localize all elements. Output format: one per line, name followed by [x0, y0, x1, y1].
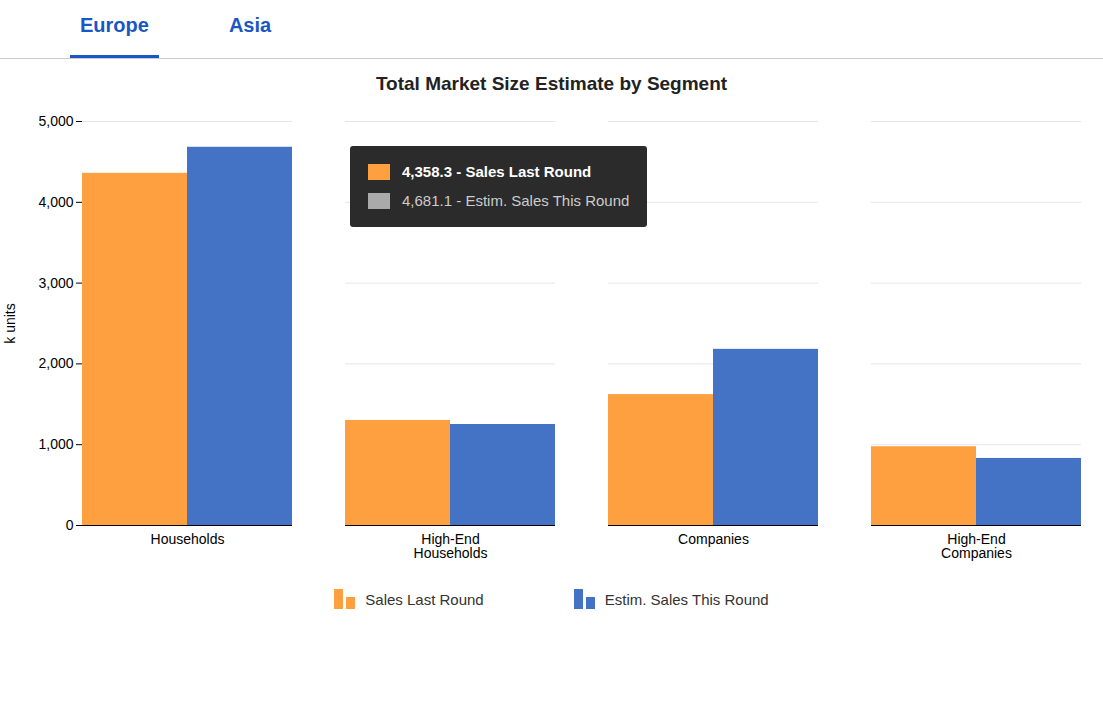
svg-text:High-EndCompanies: High-EndCompanies [941, 531, 1012, 561]
html-text:Europe: Europe [80, 14, 149, 36]
svg-text:5,000: 5,000 [38, 113, 73, 129]
svg-text:1,000: 1,000 [38, 436, 73, 452]
svg-text:2,000: 2,000 [38, 355, 73, 371]
svg-text:High-EndHouseholds: High-EndHouseholds [414, 531, 488, 561]
html-text:Estim. Sales This Round: Estim. Sales This Round [604, 590, 769, 608]
svg-text:k units: k units [2, 303, 18, 343]
svg-text:4,000: 4,000 [38, 194, 73, 210]
svg-text:3,000: 3,000 [38, 275, 73, 291]
svg-text:0: 0 [66, 517, 74, 533]
html-text:Sales Last Round: Sales Last Round [365, 590, 484, 608]
html-text:Asia: Asia [228, 14, 272, 36]
html-text:4,681.1 - Estim. Sales This Ro: 4,681.1 - Estim. Sales This Round [402, 191, 630, 209]
svg-text:Companies: Companies [678, 531, 749, 547]
html-text:Total Market Size Estimate by: Total Market Size Estimate by Segment [375, 73, 728, 94]
svg-text:Households: Households [151, 531, 225, 547]
html-text:4,358.3 - Sales Last Round: 4,358.3 - Sales Last Round [402, 163, 592, 180]
